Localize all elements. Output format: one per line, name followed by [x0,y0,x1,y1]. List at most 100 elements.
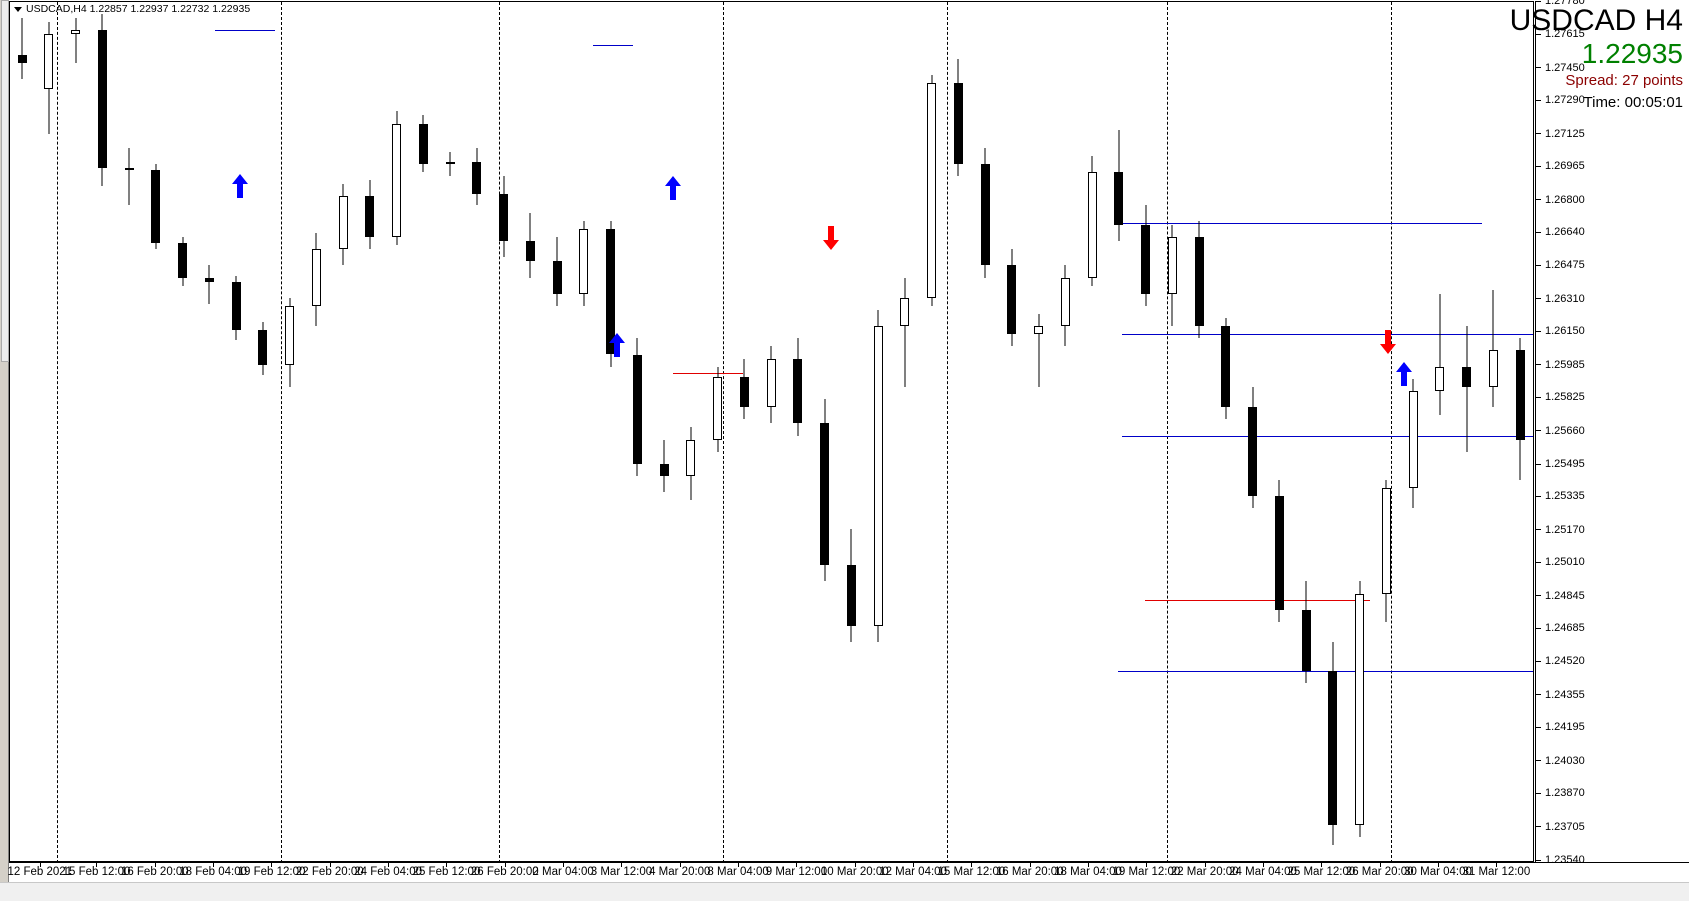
candle-wick [449,151,451,177]
candle-wick [208,265,210,304]
candle-body-bearish [1194,237,1204,327]
price-tick-label: 1.26475 [1545,259,1585,272]
time-tick-label: 12 Feb 2021 [7,866,73,878]
period-separator-line [1391,2,1392,861]
candle-body-bearish [151,170,161,244]
scrollbar-thumb[interactable] [1,0,9,362]
time-tick-mark [1438,863,1440,867]
time-scale[interactable]: 12 Feb 2021 15 Feb 12:00 16 Feb 20:00 18 Fe… [7,862,1689,882]
candlestick [338,184,348,266]
candlestick [1515,338,1525,481]
time-tick-mark [1204,863,1206,867]
candlestick [766,346,776,424]
candle-body-bearish [178,243,187,278]
horizontal-line-resistance-top[interactable] [1122,222,1482,224]
candle-body-bearish [17,54,27,63]
horizontal-line-resistance-mid[interactable] [1122,334,1533,336]
candlestick [1488,289,1498,408]
tick-mark-icon [1536,34,1541,36]
candlestick [953,58,963,177]
price-tick: 1.26800 [1536,194,1585,206]
time-tick-mark [446,863,448,867]
candle-body-bullish [1060,277,1070,327]
tick-mark-icon [1536,264,1541,266]
time-tick-mark [39,863,41,867]
tick-mark-icon [1536,330,1541,332]
price-tick: 1.27615 [1536,28,1585,40]
candle-body-bullish [1488,350,1498,387]
period-separator-line [499,2,500,861]
ohlc-data-window: USDCAD,H4 1.22857 1.22937 1.22732 1.2293… [14,3,250,15]
tick-mark-icon [1536,0,1541,2]
candlestick [1060,265,1070,347]
candle-body-bearish [1515,350,1525,440]
chart-plot-area[interactable] [9,1,1534,862]
time-tick-mark [1321,863,1323,867]
price-tick-label: 1.25495 [1545,457,1585,470]
candlestick [1408,378,1418,509]
candle-body-bullish [285,305,294,365]
candlestick [17,18,27,79]
price-tick: 1.24355 [1536,689,1585,701]
candle-body-bearish [1328,670,1338,825]
candle-wick [128,147,130,205]
price-tick: 1.26150 [1536,325,1585,337]
time-tick-mark [854,863,856,867]
tick-mark-icon [1536,760,1541,762]
candlestick [1034,313,1043,387]
candle-wick [1038,313,1039,387]
tick-mark-icon [1536,396,1541,398]
time-tick-mark [971,863,973,867]
candlestick [392,111,401,246]
candle-body-bullish [900,297,910,327]
tick-mark-icon [1536,99,1541,101]
time-tick-label: 18 Mar 04:00 [1054,866,1122,878]
tick-mark-icon [1536,67,1541,69]
candle-body-bullish [686,439,696,477]
candlestick [1355,581,1364,837]
vertical-scrollbar[interactable] [0,0,9,882]
time-tick-mark [913,863,915,867]
time-tick-label: 24 Mar 04:00 [1229,866,1297,878]
time-tick-label: 3 Mar 12:00 [590,866,653,878]
candle-body-bearish [1221,326,1231,408]
candlestick [1328,642,1338,845]
horizontal-line-marker-line-3[interactable] [673,372,743,374]
horizontal-line-entry-line-red[interactable] [1145,599,1370,601]
candlestick [1435,293,1445,416]
ohlc-text: USDCAD,H4 1.22857 1.22937 1.22732 1.2293… [26,3,251,15]
candle-body-bullish [873,326,883,626]
candlestick [739,358,749,420]
candle-body-bullish [1034,326,1043,335]
candle-body-bearish [820,423,829,566]
candle-body-bullish [311,249,321,306]
candle-body-bearish [846,565,856,626]
candle-body-bullish [71,30,80,35]
chevron-down-icon[interactable] [14,6,22,12]
tick-mark-icon [1536,133,1541,135]
time-tick-label: 22 Mar 20:00 [1170,866,1239,878]
time-tick-label: 26 Feb 20:00 [470,866,539,878]
time-tick-label: 16 Feb 20:00 [120,866,189,878]
candle-body-bearish [1248,407,1257,497]
horizontal-line-marker-line-1[interactable] [215,30,275,32]
horizontal-line-support-mid[interactable] [1122,435,1533,437]
time-tick-mark [388,863,390,867]
horizontal-line-support-low[interactable] [1118,670,1533,672]
candle-body-bearish [739,376,749,408]
time-tick-mark [738,863,740,867]
candlestick [285,297,294,387]
candle-body-bearish [793,358,803,424]
price-scale[interactable]: 1.27780 1.27615 1.27450 1.27290 1.27125 1.269… [1535,0,1689,866]
candlestick [793,338,803,436]
price-tick-label: 1.27125 [1545,127,1585,140]
candlestick [552,237,562,306]
horizontal-line-marker-line-2[interactable] [593,44,633,46]
price-tick: 1.25335 [1536,490,1585,502]
price-tick-label: 1.27290 [1545,94,1585,107]
time-tick-label: 15 Mar 12:00 [937,866,1006,878]
price-tick-label: 1.24685 [1545,622,1585,635]
price-tick-label: 1.25170 [1545,523,1585,536]
candle-body-bearish [124,168,134,171]
period-separator-line [57,2,58,861]
